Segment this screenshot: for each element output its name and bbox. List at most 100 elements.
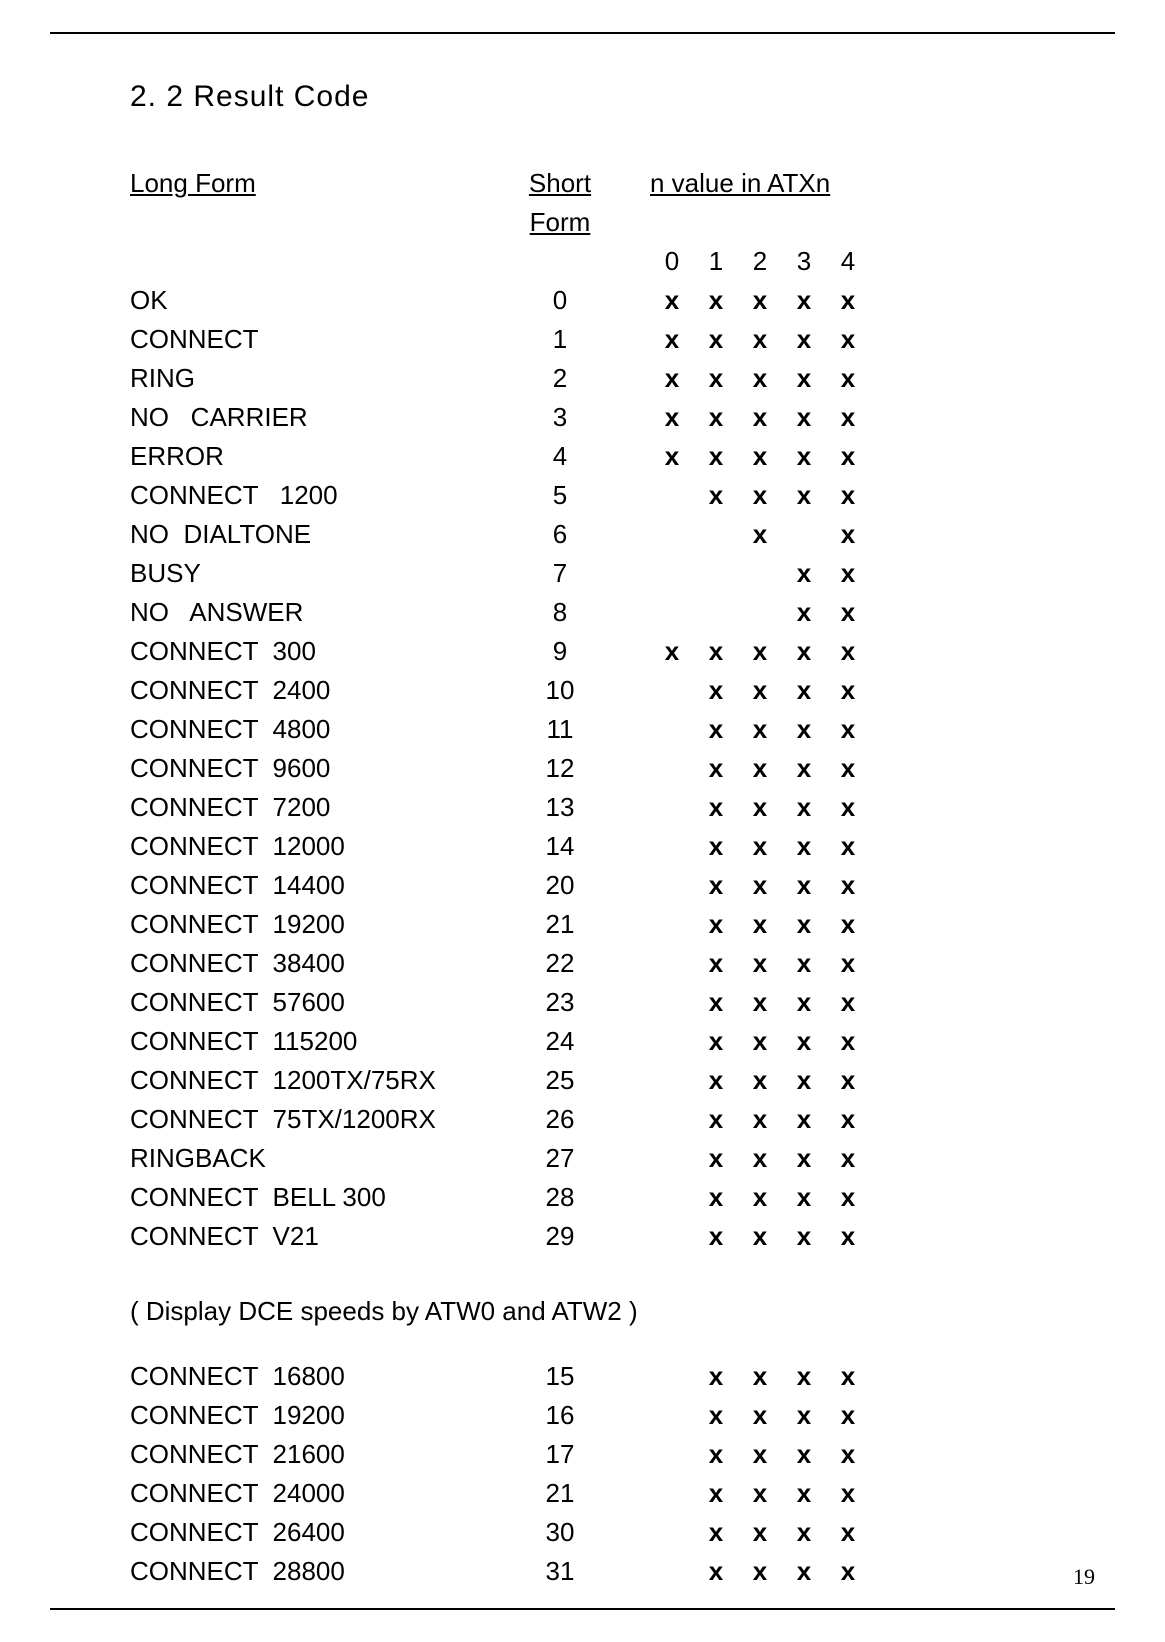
table-row: CONNECT 2400021xxxx [130, 1474, 870, 1513]
content: 2. 2 Result Code Long Form Short Form n … [130, 80, 1035, 1591]
x-cell: x [826, 1100, 870, 1139]
x-cell [650, 1552, 694, 1591]
x-cell [738, 593, 782, 632]
x-cell: x [694, 437, 738, 476]
x-cell: x [650, 320, 694, 359]
x-cell: x [782, 1061, 826, 1100]
table-row: NO CARRIER3xxxxx [130, 398, 870, 437]
x-cell: x [650, 437, 694, 476]
x-cell: x [738, 515, 782, 554]
x-cell: x [826, 1435, 870, 1474]
x-cell [650, 1357, 694, 1396]
short-form-cell: 13 [500, 788, 620, 827]
x-cell: x [826, 1022, 870, 1061]
x-cell: x [738, 281, 782, 320]
table-row: OK0xxxxx [130, 281, 870, 320]
x-cell: x [694, 671, 738, 710]
x-cell: x [826, 1217, 870, 1256]
long-form-cell: CONNECT 16800 [130, 1357, 500, 1396]
x-cell: x [782, 593, 826, 632]
long-form-cell: CONNECT 38400 [130, 944, 500, 983]
x-cell: x [782, 1100, 826, 1139]
x-cell: x [826, 866, 870, 905]
x-cell: x [826, 359, 870, 398]
x-cell: x [738, 398, 782, 437]
table-row: CONNECT1xxxxx [130, 320, 870, 359]
x-cell: x [694, 1513, 738, 1552]
x-cell: x [826, 788, 870, 827]
table-row: CONNECT 12005xxxx [130, 476, 870, 515]
x-cell: x [738, 944, 782, 983]
x-cell: x [694, 1435, 738, 1474]
long-form-cell: NO DIALTONE [130, 515, 500, 554]
short-form-cell: 0 [500, 281, 620, 320]
x-cell: x [826, 515, 870, 554]
long-form-cell: CONNECT [130, 320, 500, 359]
short-form-cell: 29 [500, 1217, 620, 1256]
x-cell: x [826, 944, 870, 983]
x-cell: x [782, 788, 826, 827]
long-form-cell: CONNECT 28800 [130, 1552, 500, 1591]
x-cell: x [782, 905, 826, 944]
x-cell: x [826, 671, 870, 710]
top-rule [50, 32, 1115, 34]
x-cell [650, 1217, 694, 1256]
x-cell: x [738, 1396, 782, 1435]
x-cell: x [694, 1357, 738, 1396]
short-form-cell: 14 [500, 827, 620, 866]
x-cell [650, 788, 694, 827]
x-cell: x [694, 1100, 738, 1139]
header-long: Long Form [130, 164, 500, 242]
x-cell: x [782, 1178, 826, 1217]
x-cell: x [782, 749, 826, 788]
table-row: BUSY7xx [130, 554, 870, 593]
short-form-cell: 27 [500, 1139, 620, 1178]
long-form-cell: RINGBACK [130, 1139, 500, 1178]
short-form-cell: 11 [500, 710, 620, 749]
x-cell: x [782, 1435, 826, 1474]
x-cell: x [826, 1178, 870, 1217]
table-row: CONNECT 1920016xxxx [130, 1396, 870, 1435]
long-form-cell: CONNECT 115200 [130, 1022, 500, 1061]
long-form-cell: CONNECT 24000 [130, 1474, 500, 1513]
x-cell [650, 983, 694, 1022]
long-form-cell: CONNECT 1200 [130, 476, 500, 515]
x-cell: x [738, 827, 782, 866]
x-cell [650, 671, 694, 710]
x-cell [694, 515, 738, 554]
column-number-row: 0 1 2 3 4 [130, 242, 870, 281]
table-row: RINGBACK27xxxx [130, 1139, 870, 1178]
x-cell: x [694, 1552, 738, 1591]
col-2: 2 [738, 242, 782, 281]
x-cell [738, 554, 782, 593]
long-form-cell: ERROR [130, 437, 500, 476]
x-cell: x [738, 1552, 782, 1591]
x-cell: x [738, 788, 782, 827]
x-cell: x [694, 788, 738, 827]
short-form-cell: 9 [500, 632, 620, 671]
x-cell: x [738, 437, 782, 476]
short-form-cell: 8 [500, 593, 620, 632]
short-form-cell: 15 [500, 1357, 620, 1396]
x-cell: x [782, 710, 826, 749]
x-cell: x [738, 1217, 782, 1256]
x-cell: x [782, 866, 826, 905]
long-form-cell: BUSY [130, 554, 500, 593]
long-form-cell: RING [130, 359, 500, 398]
x-cell [650, 1022, 694, 1061]
table-row: CONNECT 1680015xxxx [130, 1357, 870, 1396]
x-cell: x [694, 1178, 738, 1217]
x-cell: x [826, 632, 870, 671]
x-cell: x [694, 749, 738, 788]
x-cell: x [694, 905, 738, 944]
x-cell: x [694, 320, 738, 359]
short-form-cell: 3 [500, 398, 620, 437]
x-cell: x [782, 671, 826, 710]
x-cell: x [782, 398, 826, 437]
x-cell: x [826, 398, 870, 437]
long-form-cell: CONNECT 14400 [130, 866, 500, 905]
x-cell: x [826, 1474, 870, 1513]
long-form-cell: CONNECT 12000 [130, 827, 500, 866]
x-cell [650, 710, 694, 749]
short-form-cell: 10 [500, 671, 620, 710]
